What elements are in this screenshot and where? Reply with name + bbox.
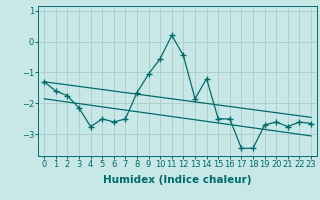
X-axis label: Humidex (Indice chaleur): Humidex (Indice chaleur) (103, 175, 252, 185)
